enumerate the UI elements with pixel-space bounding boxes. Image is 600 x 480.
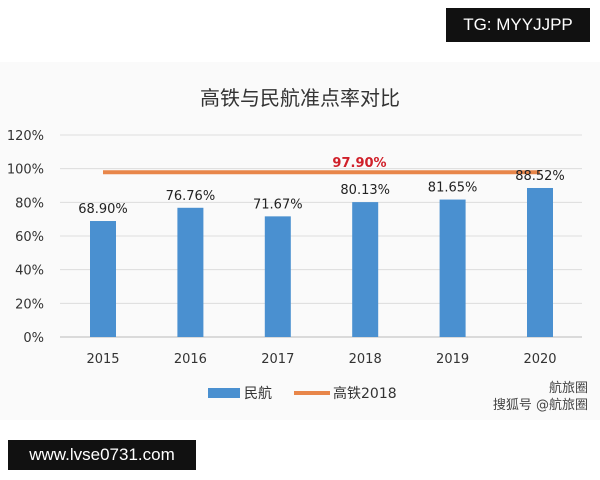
bar-chart: 高铁与民航准点率对比 0% 20% 40% 60% 80% 100% 120% 2015 201… (7, 86, 582, 402)
x-tick-label: 2015 (86, 352, 119, 367)
y-tick-label: 60% (15, 230, 44, 245)
y-tick-label: 20% (15, 297, 44, 312)
bar-data-label: 76.76% (166, 189, 216, 204)
bar-data-label: 81.65% (428, 181, 478, 196)
bar-2016 (177, 207, 204, 337)
legend-label-bar: 民航 (244, 386, 272, 402)
x-tick-label: 2019 (436, 352, 469, 367)
x-tick-label: 2017 (261, 352, 294, 367)
bar-data-label: 88.52% (515, 169, 565, 184)
bar-data-label: 80.13% (340, 183, 390, 198)
bar-2015 (90, 221, 116, 337)
bar-2020 (527, 187, 553, 337)
chart-area: 高铁与民航准点率对比 0% 20% 40% 60% 80% 100% 120% 2015 201… (0, 62, 600, 420)
bar-data-label: 68.90% (78, 202, 128, 217)
bar-2019 (439, 199, 466, 337)
watermark-line1: 航旅圈 (548, 381, 588, 396)
site-url-tag: www.lvse0731.com (8, 440, 196, 470)
x-tick-label: 2016 (174, 352, 207, 367)
watermark-line2: 搜狐号 @航旅圈 (492, 398, 588, 413)
bar-data-label: 71.67% (253, 197, 303, 212)
x-tick-label: 2020 (523, 352, 556, 367)
line-data-label: 97.90% (332, 156, 386, 171)
y-tick-label: 40% (15, 264, 44, 279)
bar-2017 (264, 216, 291, 337)
x-tick-label: 2018 (349, 352, 382, 367)
bar-2018 (352, 202, 379, 337)
y-tick-label: 120% (7, 129, 44, 144)
legend-swatch-bar (208, 388, 240, 398)
watermark: 航旅圈 搜狐号 @航旅圈 (493, 380, 588, 414)
top-tag: TG: MYYJJPP (446, 8, 590, 42)
legend-label-line: 高铁2018 (333, 385, 397, 402)
chart-title: 高铁与民航准点率对比 (200, 86, 400, 110)
y-tick-label: 0% (23, 331, 44, 346)
y-tick-label: 100% (7, 163, 44, 178)
y-tick-label: 80% (15, 196, 44, 211)
